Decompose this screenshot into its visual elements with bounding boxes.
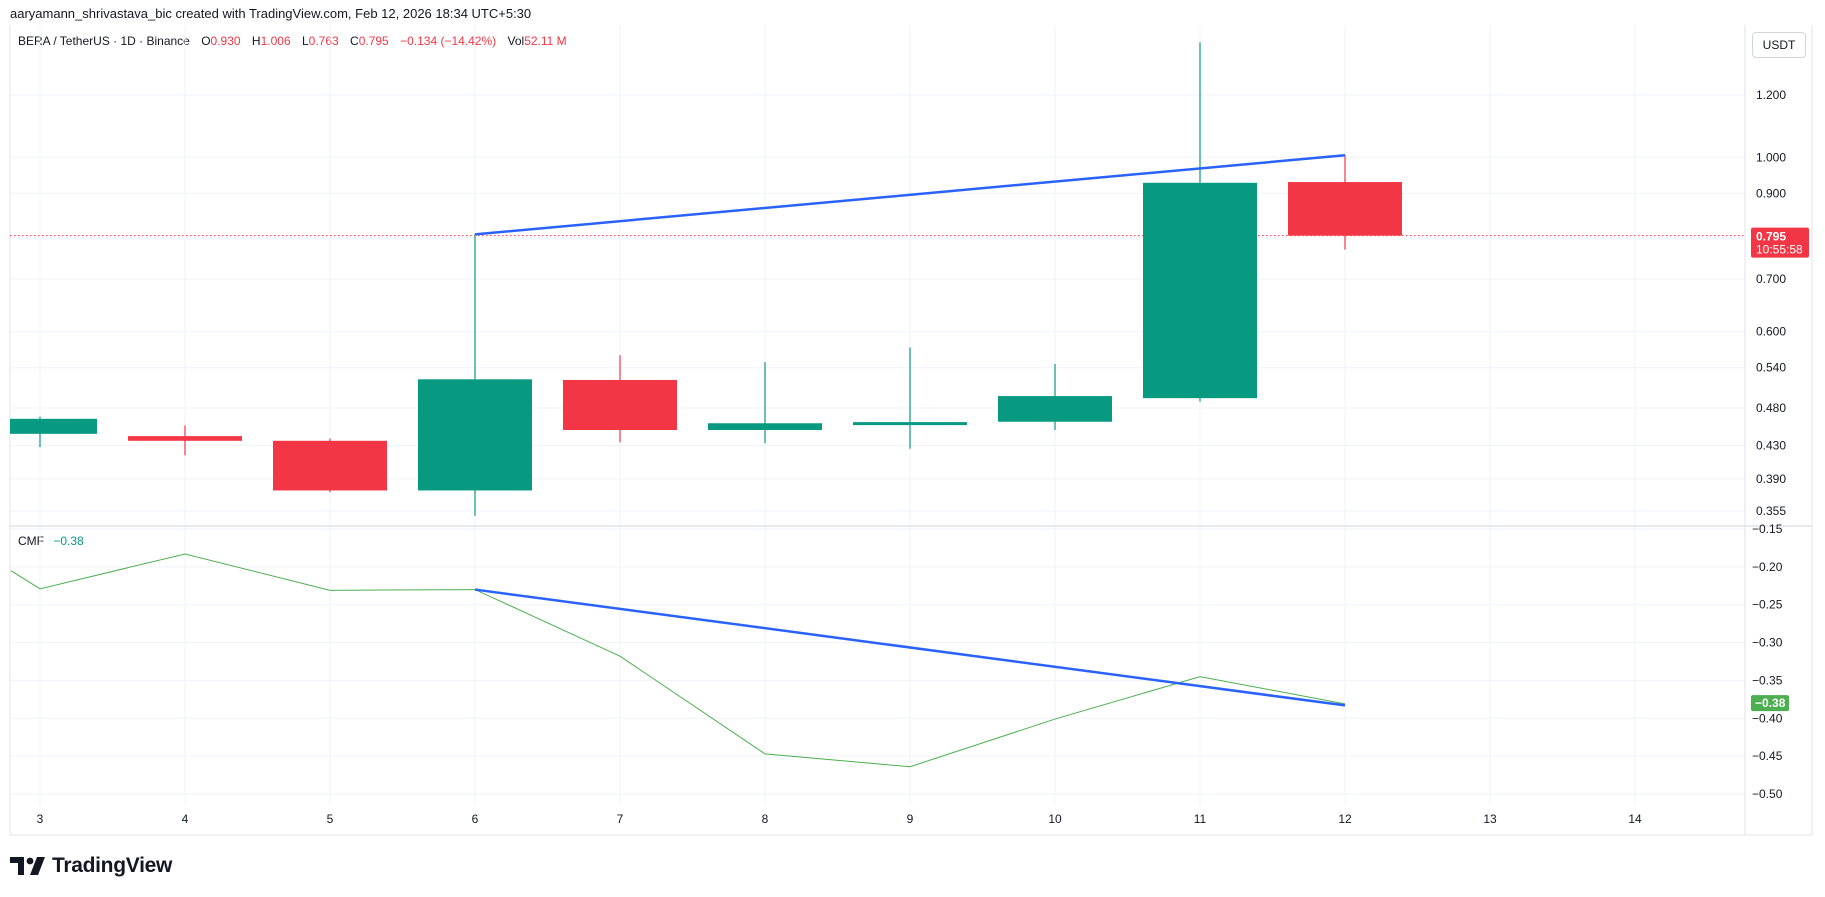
cmf-pane[interactable] [10,553,1346,768]
x-tick-label: 9 [907,812,914,826]
pane-frame [9,25,1813,836]
cmf-trendline [474,588,1346,707]
candle-body [128,436,242,441]
open-label: O [201,34,211,48]
low-value: 0.763 [308,34,339,48]
cmf-tick-label: −0.20 [1752,560,1783,574]
cmf-tick-label: −0.45 [1752,749,1783,763]
x-tick-label: 7 [617,812,624,826]
symbol-name[interactable]: BERA / TetherUS · 1D · Binance [18,34,190,48]
cmf-name[interactable]: CMF [18,534,44,548]
price-tick-label: 0.700 [1756,272,1786,286]
high-label: H [251,34,261,48]
x-tick-label: 5 [327,812,334,826]
last-price-badge-bg [1751,227,1809,258]
last-price-badge-value: 0.795 [1756,230,1786,244]
price-tick-label: 0.430 [1756,439,1786,453]
candle[interactable] [853,347,967,449]
candle[interactable] [1288,155,1402,250]
axes: 1.200 1.000 0.900 0.700 0.600 0.540 0.480 0.430… [37,88,1787,826]
x-tick-label: 8 [762,812,769,826]
candle-body [998,396,1112,422]
cmf-value: −0.38 [53,534,84,548]
low-label: L [301,34,309,48]
candle[interactable] [273,438,387,493]
x-tick-label: 11 [1194,812,1207,826]
price-tick-label: 0.480 [1756,401,1786,415]
candle[interactable] [998,363,1112,431]
x-tick-label: 14 [1628,812,1642,826]
cmf-tick-label: −0.40 [1752,711,1783,725]
attribution-text: aaryamann_shrivastava_bic created with T… [10,6,532,21]
cmf-value-badge-text: −0.38 [1755,696,1786,710]
grid-lines [10,25,1745,805]
x-tick-label: 4 [182,812,189,826]
candle[interactable] [10,416,97,448]
price-tick-label: 0.900 [1756,186,1786,200]
cmf-tick-label: −0.50 [1752,787,1783,801]
candle[interactable] [418,234,532,516]
x-tick-label: 3 [37,812,44,826]
price-tick-label: 0.540 [1756,361,1786,375]
volume-value: 52.11 M [524,34,567,48]
price-tick-label: 0.600 [1756,325,1786,339]
close-label: C [350,34,359,48]
countdown-text: 10:55:58 [1756,243,1803,257]
candle[interactable] [708,362,822,444]
price-tick-label: 0.390 [1756,472,1786,486]
price-tick-label: 1.200 [1756,88,1786,102]
high-value: 1.006 [260,34,291,48]
close-value: 0.795 [358,34,389,48]
open-value: 0.930 [210,34,241,48]
currency-button[interactable]: USDT [1752,32,1806,58]
cmf-legend: CMF −0.38 [18,534,84,548]
symbol-legend: BERA / TetherUS · 1D · Binance O0.930 H1… [18,34,567,48]
x-tick-label: 6 [472,812,479,826]
candle-body [1288,182,1402,236]
price-trendline [474,153,1346,236]
change-value: −0.134 (−14.42%) [400,34,497,48]
candle-body [418,379,532,491]
candle[interactable] [563,355,677,443]
candle-body [1143,182,1257,399]
cmf-tick-label: −0.35 [1752,673,1783,687]
x-tick-label: 13 [1483,812,1497,826]
candle-body [563,379,677,431]
cmf-tick-label: −0.30 [1752,636,1783,650]
cmf-value-badge-bg [1751,695,1789,712]
tradingview-logo-icon [10,857,45,875]
price-pane[interactable] [10,42,1745,516]
tradingview-logo-text: TradingView [52,854,173,877]
candle[interactable] [1143,42,1257,402]
tradingview-logo[interactable]: TradingView [10,854,172,878]
candle-body [853,422,967,426]
cmf-value-badge: −0.38 [1751,695,1789,712]
x-tick-label: 12 [1338,812,1352,826]
cmf-line [10,553,1346,768]
x-tick-label: 10 [1048,812,1062,826]
price-tick-label: 1.000 [1756,150,1786,164]
cmf-tick-label: −0.15 [1752,522,1783,536]
candle-body [10,418,97,434]
volume-label: Vol [507,34,525,48]
price-tick-label: 0.355 [1756,504,1786,518]
candle-body [708,423,822,431]
candle[interactable] [128,425,242,456]
candle-body [273,440,387,491]
cmf-tick-label: −0.25 [1752,598,1783,612]
